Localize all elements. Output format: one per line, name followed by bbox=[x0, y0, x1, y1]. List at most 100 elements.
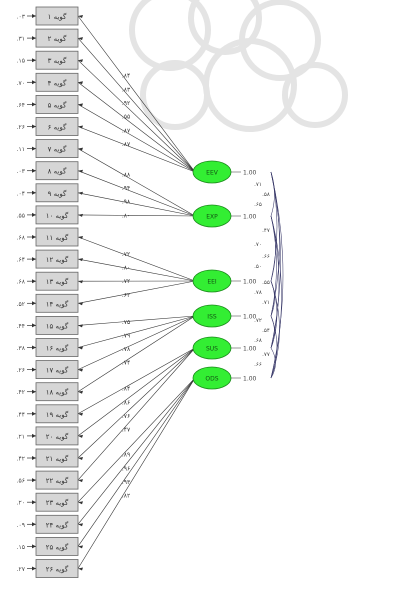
error-arrowhead bbox=[32, 124, 36, 129]
covariance-label: .۷۸ bbox=[254, 290, 262, 296]
loading-path bbox=[77, 82, 196, 173]
error-variance: .۲۶ bbox=[17, 367, 25, 374]
error-variance: .۶۴ bbox=[17, 257, 25, 264]
error-variance: .۰۳ bbox=[17, 14, 26, 21]
loading-label: .۷۲ bbox=[122, 251, 130, 258]
loading-arrowhead bbox=[78, 567, 83, 571]
loading-arrowhead bbox=[78, 81, 83, 85]
covariance-label: .۵۵ bbox=[262, 280, 270, 286]
loading-path bbox=[77, 236, 196, 282]
loading-label: .۶۲ bbox=[122, 292, 130, 299]
loading-arrowhead bbox=[78, 412, 83, 416]
covariance-label: .۶۵ bbox=[254, 202, 262, 208]
loading-path bbox=[77, 377, 196, 547]
loading-label: .۸۰ bbox=[122, 212, 130, 219]
loading-label: .۸۷ bbox=[122, 141, 131, 148]
loading-path bbox=[77, 315, 196, 370]
factor-variance: 1.00 bbox=[243, 314, 257, 321]
indicator-label: گویه ۲۰ bbox=[46, 432, 69, 441]
error-arrowhead bbox=[32, 301, 36, 306]
indicator-label: گویه ۲۵ bbox=[46, 542, 69, 551]
factor-variance: 1.00 bbox=[243, 170, 257, 177]
error-arrowhead bbox=[32, 257, 36, 262]
indicator-label: گویه ۱۲ bbox=[46, 255, 69, 264]
indicator-label: گویه ۳ bbox=[48, 56, 67, 65]
loading-label: .۸۶ bbox=[122, 399, 130, 406]
loading-path bbox=[77, 280, 196, 304]
loading-arrowhead bbox=[78, 147, 83, 151]
loading-arrowhead bbox=[78, 368, 83, 372]
error-variance: .۷۰ bbox=[17, 80, 25, 87]
error-arrowhead bbox=[32, 58, 36, 63]
error-variance: .۶۴ bbox=[17, 102, 25, 109]
indicator-label: گویه ۱۶ bbox=[46, 344, 69, 353]
loading-path bbox=[77, 377, 196, 525]
watermark-shape bbox=[282, 62, 348, 128]
loading-arrowhead bbox=[78, 15, 83, 18]
error-variance: .۲۷ bbox=[17, 566, 26, 573]
loading-label: .۹۴ bbox=[122, 185, 130, 192]
indicator-label: گویه ۱۸ bbox=[46, 388, 69, 397]
loading-label: .۴۷ bbox=[122, 427, 131, 434]
error-variance: .۵۶ bbox=[17, 478, 25, 485]
error-arrowhead bbox=[32, 168, 36, 173]
loading-arrowhead bbox=[78, 501, 83, 505]
loading-path bbox=[77, 59, 196, 173]
loading-path bbox=[77, 347, 196, 481]
loading-arrowhead bbox=[78, 236, 83, 239]
covariance-label: .۷۰ bbox=[254, 242, 262, 248]
watermark-shape bbox=[203, 38, 297, 132]
loading-path bbox=[77, 377, 196, 503]
loading-label: .۸۴ bbox=[122, 386, 130, 393]
loading-arrowhead bbox=[78, 103, 83, 107]
factor-variance: 1.00 bbox=[243, 279, 257, 286]
loading-path bbox=[77, 315, 196, 392]
indicator-label: گویه ۲۱ bbox=[46, 454, 69, 463]
indicator-label: گویه ۲۴ bbox=[46, 520, 69, 529]
factor-name: ODS bbox=[205, 376, 218, 383]
loading-label: .۸۰ bbox=[122, 264, 130, 271]
loading-arrowhead bbox=[78, 390, 83, 394]
error-variance: .۱۵ bbox=[17, 58, 25, 65]
error-variance: .۶۸ bbox=[17, 235, 26, 242]
loading-arrowhead bbox=[78, 213, 83, 217]
covariance-arc bbox=[270, 215, 277, 317]
error-arrowhead bbox=[32, 102, 36, 107]
loading-label: .۸۴ bbox=[122, 73, 130, 80]
loading-path bbox=[77, 104, 196, 173]
loading-path bbox=[77, 126, 196, 173]
error-variance: .۰۴ bbox=[17, 190, 25, 197]
loading-label: .۷۲ bbox=[122, 278, 130, 285]
covariance-arc bbox=[270, 215, 280, 349]
indicator-label: گویه ۲۶ bbox=[46, 565, 69, 574]
loading-arrowhead bbox=[78, 191, 83, 195]
indicator-label: گویه ۲۳ bbox=[46, 498, 69, 507]
factor-name: ISS bbox=[207, 314, 217, 321]
factor-name: EEI bbox=[207, 279, 217, 286]
loading-label: .۸۳ bbox=[122, 86, 131, 93]
indicator-label: گویه ۴ bbox=[48, 78, 67, 87]
error-arrowhead bbox=[32, 345, 36, 350]
error-arrowhead bbox=[32, 323, 36, 328]
loading-label: .۷۹ bbox=[122, 332, 130, 339]
covariance-arc bbox=[270, 347, 276, 379]
factor-name: EEV bbox=[206, 170, 219, 177]
indicator-label: گویه ۲۲ bbox=[46, 476, 69, 485]
loading-arrowhead bbox=[78, 457, 83, 460]
error-variance: .۴۲ bbox=[17, 389, 25, 396]
loading-label: .۹۳ bbox=[122, 479, 131, 486]
error-variance: .۲۰ bbox=[17, 500, 25, 507]
error-arrowhead bbox=[32, 522, 36, 527]
loading-path bbox=[77, 347, 196, 459]
watermark-shape bbox=[140, 60, 210, 130]
loading-arrowhead bbox=[78, 302, 83, 306]
loading-label: .۷۵ bbox=[122, 319, 130, 326]
loading-label: .۷۶ bbox=[122, 413, 130, 420]
loading-arrowhead bbox=[78, 479, 83, 483]
loading-label: .۷۴ bbox=[122, 360, 130, 367]
covariance-label: .۶۶ bbox=[262, 254, 270, 260]
loading-arrowhead bbox=[78, 59, 83, 63]
loading-label: .۸۸ bbox=[122, 171, 131, 178]
loading-arrowhead bbox=[78, 324, 83, 328]
loading-label: .۹۲ bbox=[122, 100, 130, 107]
